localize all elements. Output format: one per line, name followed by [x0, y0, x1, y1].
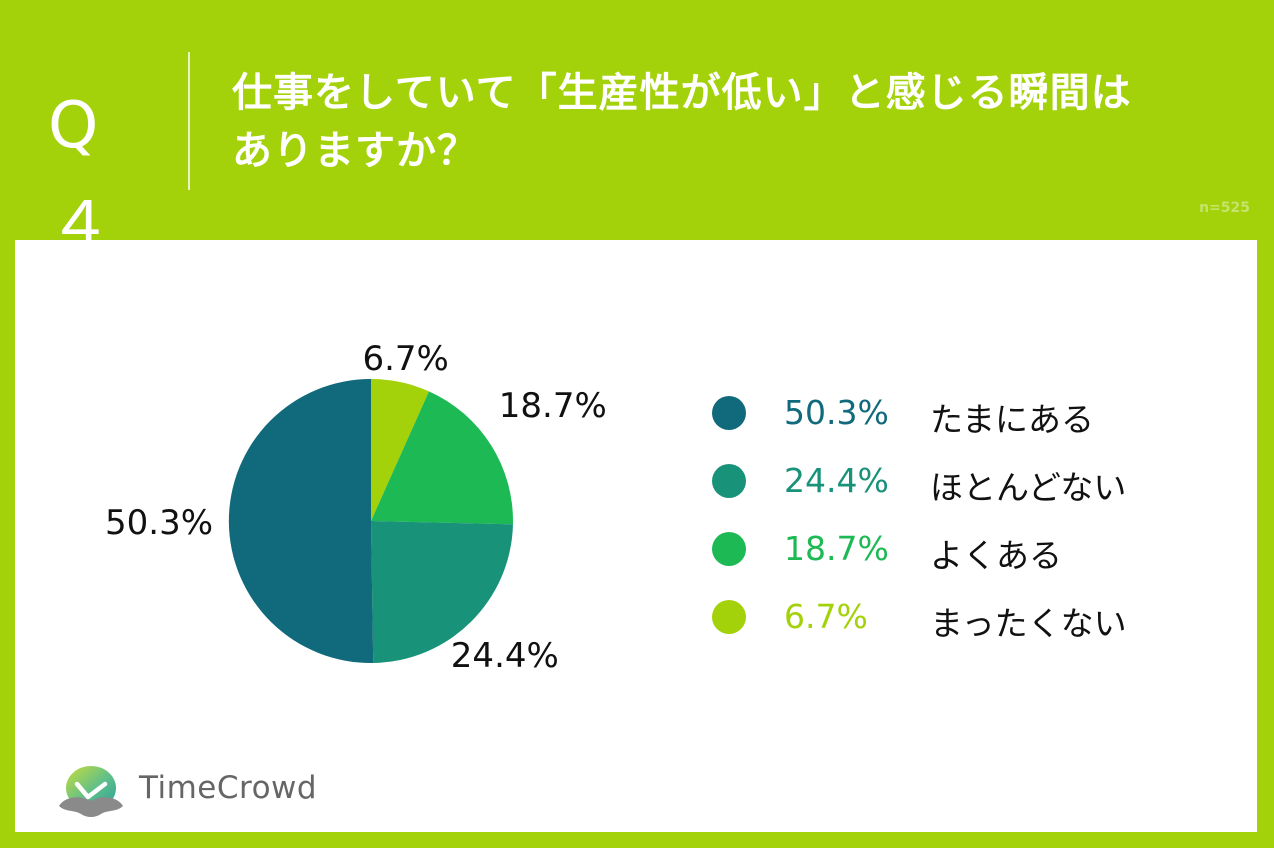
legend-label: よくある [930, 536, 1062, 575]
pie-slice [371, 391, 513, 525]
pie-slice-label: 6.7% [362, 338, 449, 379]
question-title-line-1: 仕事をしていて「生産性が低い」と感じる瞬間は [232, 70, 1132, 116]
pie-slice [228, 378, 374, 663]
chart-panel: 6.7% 18.7% 24.4% 50.3% 50.3% たまにある 24.4% ほと… [15, 240, 1257, 832]
pie-slice [371, 379, 429, 521]
sample-size: n=525 [1199, 200, 1250, 216]
legend-dot [712, 532, 746, 566]
legend-dot [712, 464, 746, 498]
legend-dot [712, 600, 746, 634]
timecrowd-logo: TimeCrowd [55, 762, 355, 822]
legend-percent: 24.4% [784, 461, 889, 500]
pie-slice [371, 521, 513, 663]
legend-percent: 6.7% [784, 597, 868, 636]
question-title-line-2: ありますか？ [232, 128, 478, 174]
legend-label: まったくない [930, 604, 1127, 643]
pie-slice-label: 18.7% [498, 386, 607, 427]
pie-slice-label: 24.4% [450, 635, 559, 676]
timecrowd-logo-icon [59, 766, 123, 817]
question-title: 仕事をしていて「生産性が低い」と感じる瞬間は ありますか？ [232, 64, 1252, 180]
legend-percent: 50.3% [784, 393, 889, 432]
pie-chart [228, 378, 513, 663]
pie-slice-label: 50.3% [104, 502, 214, 543]
legend-label: たまにある [930, 400, 1095, 439]
header-divider [188, 52, 190, 190]
legend-label: ほとんどない [930, 468, 1127, 507]
logo-text: TimeCrowd [139, 770, 318, 806]
header: Q４ 仕事をしていて「生産性が低い」と感じる瞬間は ありますか？ n=525 [0, 0, 1274, 263]
legend-percent: 18.7% [784, 529, 889, 568]
legend-dot [712, 396, 746, 430]
question-number: Q４ [48, 89, 118, 263]
